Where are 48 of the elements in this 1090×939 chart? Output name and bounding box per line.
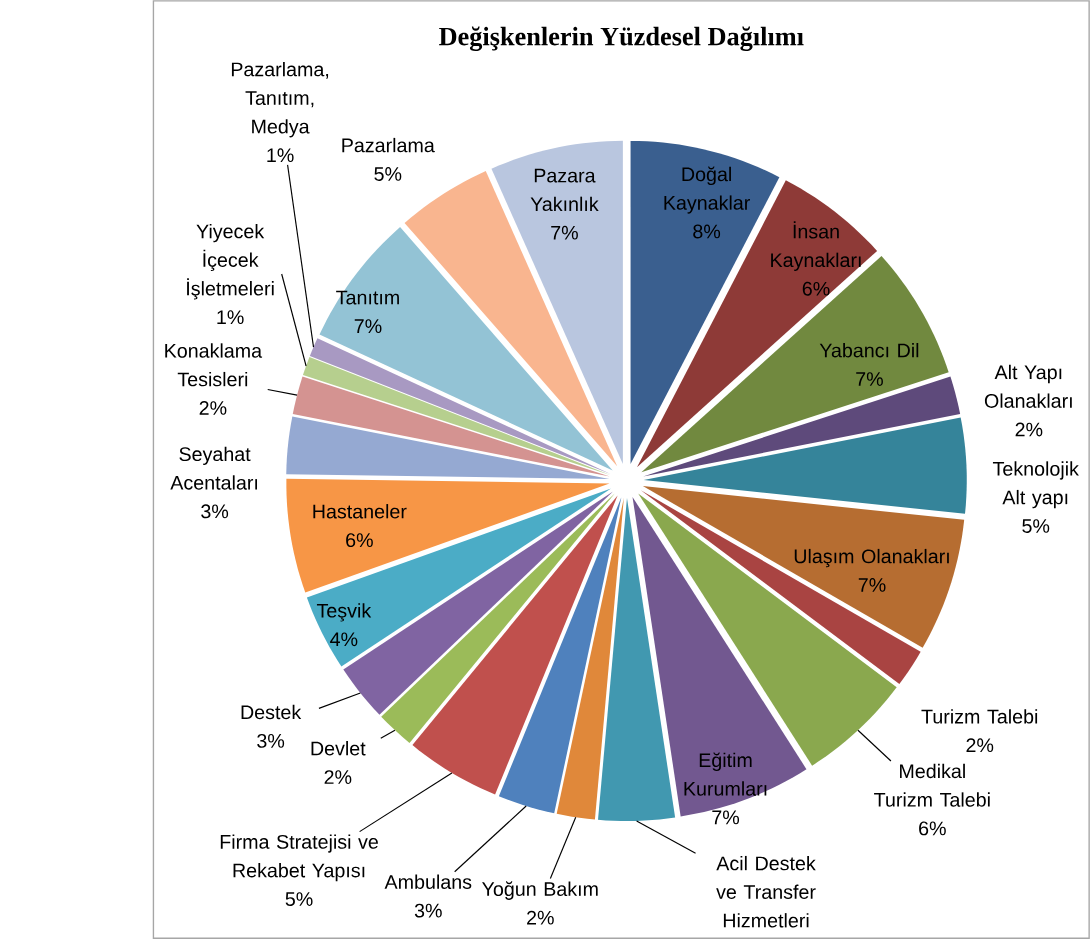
slice-label: Ambulans (384, 874, 472, 889)
slice-label: Acil Destek ve Transfer Hizmetleri (716, 855, 816, 928)
slice-label: Devlet (311, 740, 366, 756)
data-label: 1% (267, 148, 294, 163)
data-label: 2% (324, 770, 352, 784)
data-label: 7% (858, 578, 886, 592)
data-label: 2% (966, 738, 994, 753)
slice-label: Pazarlama, Tanıtım, Medya (231, 61, 329, 138)
slice-label: İnsan Kaynakları (771, 221, 861, 271)
data-label: 7% (551, 225, 578, 240)
data-label: 6% (919, 821, 946, 836)
slice-label: Teşvik (316, 603, 372, 622)
data-label: 1% (217, 310, 244, 324)
data-label: 5% (285, 892, 313, 906)
data-label: 5% (374, 167, 402, 181)
slice-label: Yabancı Dil (819, 342, 919, 358)
slice-label: Firma Stratejisi ve Rekabet Yapısı (220, 834, 378, 882)
data-label: 5% (1022, 519, 1050, 533)
slice-label: Yoğun Bakım (482, 881, 598, 900)
data-label: 8% (693, 224, 721, 239)
slice-label: Destek (241, 704, 302, 720)
data-label: 3% (414, 903, 442, 918)
slice-label: Yiyecek İçecek İşletmeleri (187, 223, 274, 300)
data-label: 2% (1015, 422, 1043, 437)
slice-label: Seyahat Acentaları (170, 446, 258, 490)
chart-title: Değişkenlerin Yüzdesel Dağılımı (439, 26, 804, 51)
data-label: 3% (201, 504, 229, 519)
slice-label: Pazarlama (342, 137, 435, 153)
slice-label: Doğal Kaynaklar (664, 166, 750, 214)
data-label: 2% (527, 910, 554, 925)
slice-label: Teknolojik Alt yapı (992, 461, 1079, 509)
data-label: 6% (802, 281, 830, 296)
slice-label: Alt Yapı Olanakları (984, 364, 1072, 408)
slice-label: Hastaneler (313, 503, 407, 519)
data-label: 6% (346, 533, 373, 548)
slice-label: Eğitim Kurumları (684, 752, 767, 796)
data-label: 2% (199, 400, 227, 415)
slice-label: Medikal Turizm Talebi (874, 763, 990, 807)
data-label: 7% (712, 810, 740, 825)
data-label: 7% (856, 372, 883, 386)
slice-label: Pazara Yakınlık (530, 168, 599, 212)
slice-label: Ulaşım Olanakları (794, 548, 949, 568)
data-label: 7% (354, 319, 382, 333)
data-label: 3% (257, 733, 285, 748)
data-label: 4% (330, 632, 358, 647)
slice-label: Konaklama Tesisleri (165, 343, 263, 387)
slice-label: Tanıtım (336, 290, 399, 305)
slice-label: Turizm Talebi (921, 709, 1038, 724)
